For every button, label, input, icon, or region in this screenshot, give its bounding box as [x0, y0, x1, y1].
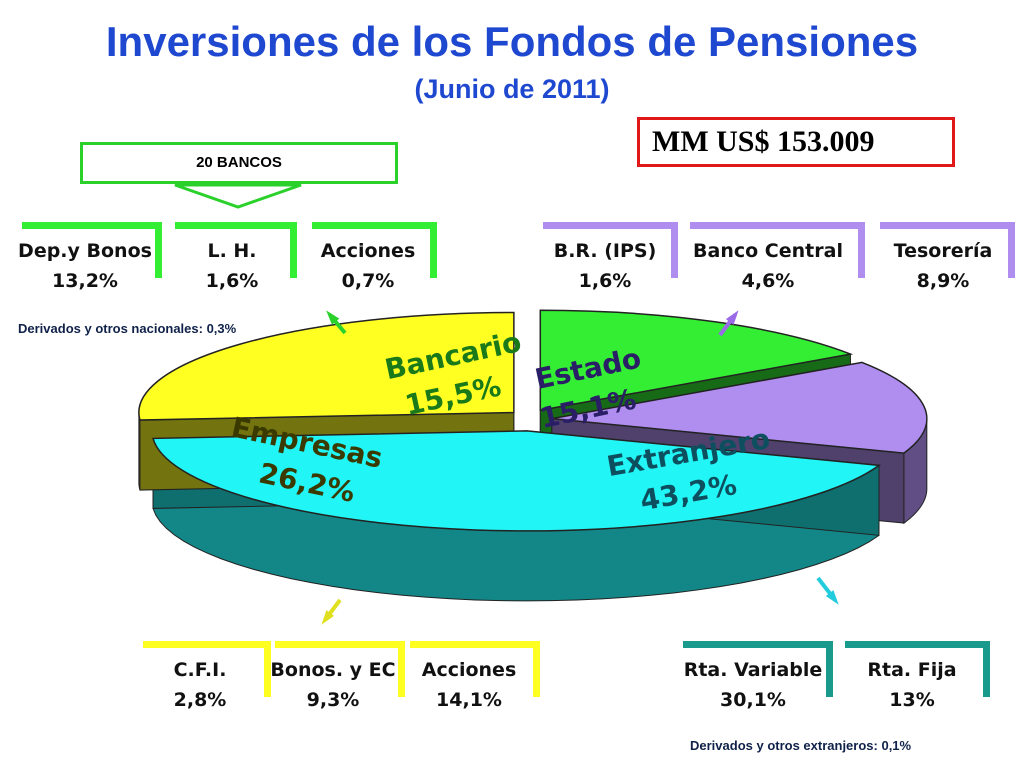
bancario-acciones: Acciones 0,7%	[308, 236, 428, 296]
percent: 2,8%	[173, 689, 227, 711]
estado-tesoreria: Tesorería 8,9%	[878, 236, 1008, 296]
estado-br-ips: B.R. (IPS) 1,6%	[540, 236, 670, 296]
label: L. H.	[207, 240, 257, 262]
percent: 9,3%	[306, 689, 360, 711]
extranjero-rta-variable: Rta. Variable 30,1%	[678, 655, 828, 715]
bancos-box: 20 BANCOS	[80, 142, 398, 184]
percent: 1,6%	[578, 270, 632, 292]
label: Dep.y Bonos	[18, 240, 152, 262]
label: Acciones	[320, 240, 416, 262]
percent: 30,1%	[720, 689, 786, 711]
bancario-dep-bonos: Dep.y Bonos 13,2%	[15, 236, 155, 296]
bancario-lh: L. H. 1,6%	[172, 236, 292, 296]
extranjero-arrow-icon	[816, 576, 839, 605]
empresas-acciones: Acciones 14,1%	[404, 655, 534, 715]
frame-bancario-3	[312, 222, 437, 278]
frame-extranjero-2	[845, 641, 990, 697]
frame-empresas-2	[275, 641, 405, 697]
empresas-cfi: C.F.I. 2,8%	[140, 655, 260, 715]
label: B.R. (IPS)	[553, 240, 657, 262]
percent: 14,1%	[436, 689, 502, 711]
percent: 0,7%	[341, 270, 395, 292]
page-subtitle: (Junio de 2011)	[414, 74, 610, 104]
frame-estado-1	[543, 222, 678, 278]
frame-bancario-1	[22, 222, 162, 278]
bancos-down-arrow-icon	[174, 183, 302, 209]
extranjero-rta-fija: Rta. Fija 13%	[842, 655, 982, 715]
pie-slice-bancario	[539, 309, 854, 412]
label: C.F.I.	[173, 659, 227, 681]
empresas-bonos-ec: Bonos. y EC 9,3%	[268, 655, 398, 715]
label: Acciones	[421, 659, 517, 681]
pie-slice-empresas	[138, 311, 515, 421]
estado-banco-central: Banco Central 4,6%	[688, 236, 848, 296]
pie-slice-estado	[551, 361, 928, 454]
frame-estado-3	[880, 222, 1015, 278]
percent: 13%	[889, 689, 935, 711]
empresas-arrow-icon	[321, 598, 342, 625]
note-derivados-extranjeros: Derivados y otros extranjeros: 0,1%	[690, 738, 912, 753]
note-derivados-nacionales: Derivados y otros nacionales: 0,3%	[18, 321, 237, 336]
pie-slice-extranjero	[152, 430, 882, 532]
bancario-arrow-icon	[326, 310, 347, 335]
percent: 1,6%	[205, 270, 259, 292]
label: Tesorería	[893, 240, 993, 262]
frame-empresas-3	[410, 641, 540, 697]
estado-arrow-icon	[718, 310, 739, 337]
percent: 8,9%	[916, 270, 970, 292]
frame-estado-2	[690, 222, 865, 278]
label: Rta. Fija	[867, 659, 957, 681]
frame-extranjero-1	[683, 641, 833, 697]
frame-bancario-2	[175, 222, 297, 278]
page-title: Inversiones de los Fondos de Pensiones	[105, 18, 919, 65]
label: Bonos. y EC	[270, 659, 396, 681]
percent: 4,6%	[741, 270, 795, 292]
total-amount: MM US$ 153.009	[637, 117, 955, 167]
frame-empresas-1	[143, 641, 271, 697]
label: Rta. Variable	[683, 659, 823, 681]
label: Banco Central	[693, 240, 843, 262]
percent: 13,2%	[52, 270, 118, 292]
